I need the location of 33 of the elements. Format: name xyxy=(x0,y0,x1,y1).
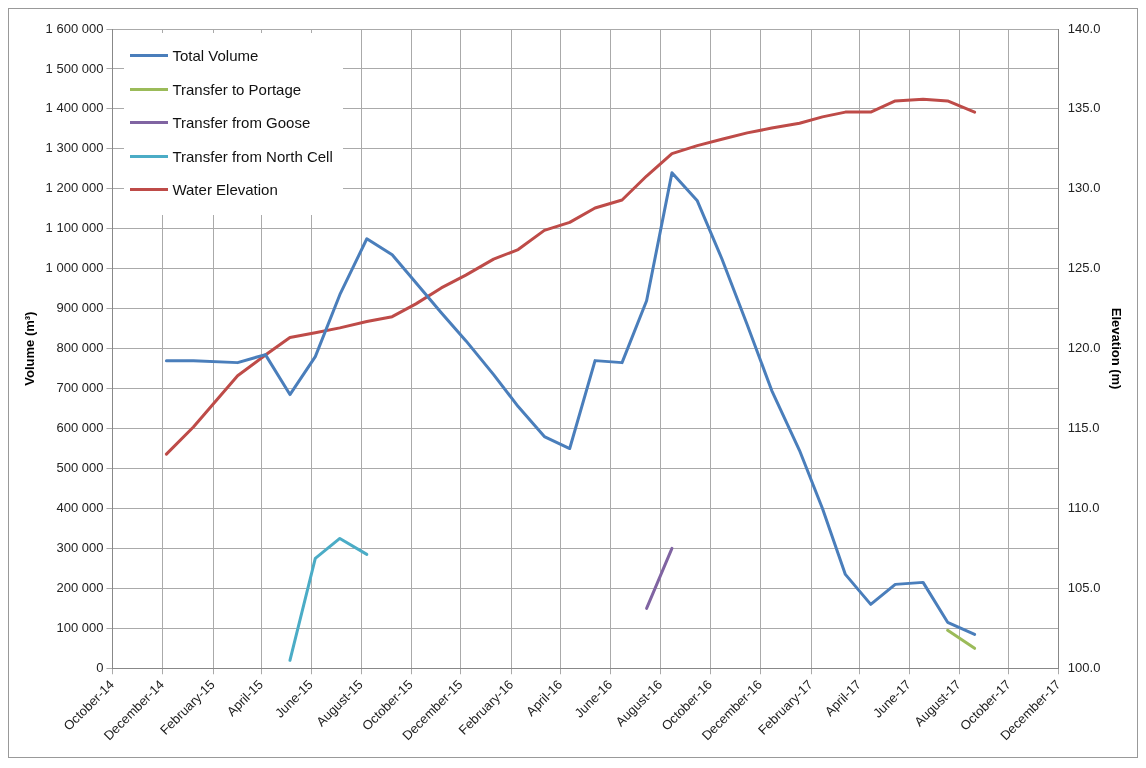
y-tick-label: 1 600 000 xyxy=(45,20,104,36)
y2-tick-label: 125.0 xyxy=(1067,260,1101,276)
y-tick-label: 1 300 000 xyxy=(45,140,104,156)
y2-tick-label: 100.0 xyxy=(1067,659,1101,675)
y-tick-label: 1 500 000 xyxy=(45,60,104,76)
y2-tick-label: 140.0 xyxy=(1067,20,1101,36)
y2-tick-label: 120.0 xyxy=(1067,340,1101,356)
y2-tick-label: 110.0 xyxy=(1067,500,1100,516)
y-tick-label: 1 200 000 xyxy=(45,180,104,196)
y-tick-label: 0 xyxy=(96,659,104,675)
y-tick-label: 1 100 000 xyxy=(45,220,104,236)
legend-label: Transfer to Portage xyxy=(172,80,302,98)
y-tick-label: 800 000 xyxy=(56,340,104,356)
y2-tick-label: 115.0 xyxy=(1067,420,1100,436)
legend-label: Water Elevation xyxy=(172,181,278,199)
y-tick-label: 1 400 000 xyxy=(45,100,104,116)
y2-axis-title: Elevation (m) xyxy=(1108,307,1124,390)
y2-tick-label: 135.0 xyxy=(1067,100,1101,116)
y-tick-label: 700 000 xyxy=(56,380,104,396)
legend-label: Transfer from Goose xyxy=(172,114,311,132)
y-tick-label: 1 000 000 xyxy=(45,260,104,276)
y-tick-label: 500 000 xyxy=(56,460,104,476)
y2-tick-label: 105.0 xyxy=(1067,579,1101,595)
y-tick-label: 400 000 xyxy=(56,500,104,516)
y-tick-label: 100 000 xyxy=(56,619,104,635)
y-tick-label: 600 000 xyxy=(56,420,104,436)
y2-tick-label: 130.0 xyxy=(1067,180,1101,196)
y-axis-title: Volume (m³) xyxy=(22,311,38,386)
y-tick-label: 900 000 xyxy=(56,300,104,316)
legend-label: Transfer from North Cell xyxy=(172,147,333,165)
y-tick-label: 200 000 xyxy=(56,579,104,595)
y-tick-label: 300 000 xyxy=(56,539,104,555)
legend-label: Total Volume xyxy=(172,47,259,65)
